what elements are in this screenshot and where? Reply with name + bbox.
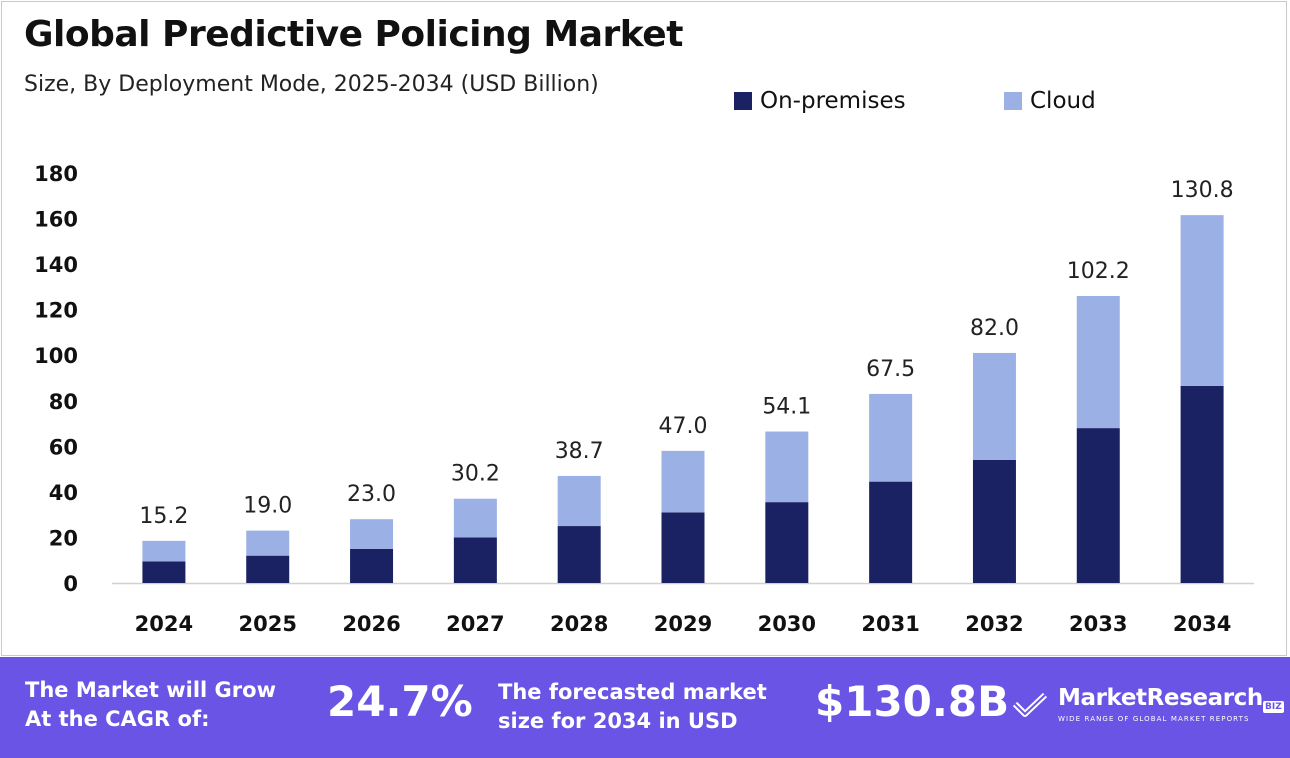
y-tick-label: 60 bbox=[49, 435, 78, 459]
logo-tagline: WIDE RANGE OF GLOBAL MARKET REPORTS bbox=[1058, 715, 1250, 723]
forecast-value: $130.8B bbox=[815, 677, 1010, 726]
bar-cloud-2027 bbox=[453, 498, 497, 538]
legend-swatch-on-premises bbox=[734, 92, 752, 110]
bar-on-premises-2028 bbox=[557, 526, 601, 583]
bar-total-label: 38.7 bbox=[555, 439, 604, 464]
legend-item-cloud: Cloud bbox=[1004, 86, 1096, 116]
y-tick-label: 20 bbox=[49, 526, 78, 550]
x-tick-label: 2029 bbox=[654, 612, 712, 636]
bar-total-label: 67.5 bbox=[866, 357, 915, 382]
forecast-caption: The forecasted market size for 2034 in U… bbox=[498, 678, 767, 736]
stacked-bar-chart: 0 20 40 60 80 100 120 140 160 180 15.2 2024 19.0 2025… bbox=[34, 162, 1254, 636]
bar-on-premises-2030 bbox=[765, 502, 809, 583]
bar-cloud-2028 bbox=[557, 475, 601, 527]
legend-item-on-premises: On-premises bbox=[734, 86, 906, 116]
x-tick-label: 2026 bbox=[342, 612, 400, 636]
bar-cloud-2031 bbox=[869, 393, 913, 482]
legend-label-cloud: Cloud bbox=[1030, 88, 1096, 114]
bar-on-premises-2034 bbox=[1180, 385, 1224, 583]
bar-total-label: 54.1 bbox=[762, 395, 811, 420]
cagr-caption-line1: The Market will Grow bbox=[25, 678, 276, 702]
bar-cloud-2025 bbox=[246, 530, 290, 556]
x-tick-label: 2027 bbox=[446, 612, 504, 636]
bar-on-premises-2033 bbox=[1076, 428, 1120, 583]
chart-title: Global Predictive Policing Market bbox=[24, 14, 683, 55]
logo-check-icon bbox=[1012, 692, 1048, 717]
bar-on-premises-2024 bbox=[142, 561, 186, 583]
y-tick-label: 120 bbox=[34, 299, 78, 323]
bar-cloud-2026 bbox=[350, 519, 394, 549]
logo-badge: BIZ bbox=[1263, 701, 1284, 713]
bar-on-premises-2032 bbox=[972, 460, 1016, 583]
bar-total-label: 130.8 bbox=[1171, 178, 1234, 203]
summary-banner: The Market will Grow At the CAGR of: 24.… bbox=[0, 657, 1290, 758]
x-tick-label: 2033 bbox=[1069, 612, 1127, 636]
x-tick-label: 2034 bbox=[1173, 612, 1231, 636]
bar-cloud-2029 bbox=[661, 450, 705, 513]
forecast-caption-line1: The forecasted market bbox=[498, 680, 767, 704]
bar-on-premises-2025 bbox=[246, 555, 290, 583]
bar-total-label: 47.0 bbox=[659, 414, 708, 439]
forecast-caption-line2: size for 2034 in USD bbox=[498, 709, 738, 733]
bar-total-label: 19.0 bbox=[243, 494, 292, 519]
y-tick-label: 160 bbox=[34, 208, 78, 232]
x-tick-label: 2025 bbox=[239, 612, 297, 636]
y-tick-label: 100 bbox=[34, 344, 78, 368]
cagr-caption-line2: At the CAGR of: bbox=[25, 707, 210, 731]
bar-cloud-2024 bbox=[142, 540, 186, 562]
x-tick-label: 2028 bbox=[550, 612, 608, 636]
cagr-caption: The Market will Grow At the CAGR of: bbox=[25, 676, 276, 734]
bar-on-premises-2031 bbox=[869, 481, 913, 583]
chart-subtitle: Size, By Deployment Mode, 2025-2034 (USD… bbox=[24, 72, 599, 97]
x-tick-label: 2024 bbox=[135, 612, 193, 636]
x-tick-label: 2030 bbox=[758, 612, 816, 636]
x-tick-label: 2032 bbox=[965, 612, 1023, 636]
bar-cloud-2032 bbox=[972, 352, 1016, 460]
logo-name: MarketResearch bbox=[1058, 685, 1263, 711]
bar-total-label: 15.2 bbox=[139, 504, 188, 529]
bar-cloud-2034 bbox=[1180, 215, 1224, 386]
cagr-value: 24.7% bbox=[327, 677, 473, 726]
chart-frame bbox=[1, 1, 1287, 656]
y-tick-label: 80 bbox=[49, 390, 78, 414]
y-tick-label: 40 bbox=[49, 481, 78, 505]
bar-total-label: 102.2 bbox=[1067, 259, 1130, 284]
y-tick-label: 180 bbox=[34, 162, 78, 186]
bar-on-premises-2027 bbox=[453, 537, 497, 583]
legend-swatch-cloud bbox=[1004, 92, 1022, 110]
y-tick-label: 140 bbox=[34, 253, 78, 277]
bar-on-premises-2026 bbox=[350, 548, 394, 583]
legend-label-on-premises: On-premises bbox=[760, 88, 906, 114]
bar-total-label: 23.0 bbox=[347, 482, 396, 507]
x-tick-label: 2031 bbox=[861, 612, 919, 636]
bar-total-label: 30.2 bbox=[451, 462, 500, 487]
bar-cloud-2030 bbox=[765, 431, 809, 503]
bar-total-label: 82.0 bbox=[970, 316, 1019, 341]
bar-on-premises-2029 bbox=[661, 512, 705, 583]
y-tick-label: 0 bbox=[63, 572, 78, 596]
bar-cloud-2033 bbox=[1076, 296, 1120, 429]
